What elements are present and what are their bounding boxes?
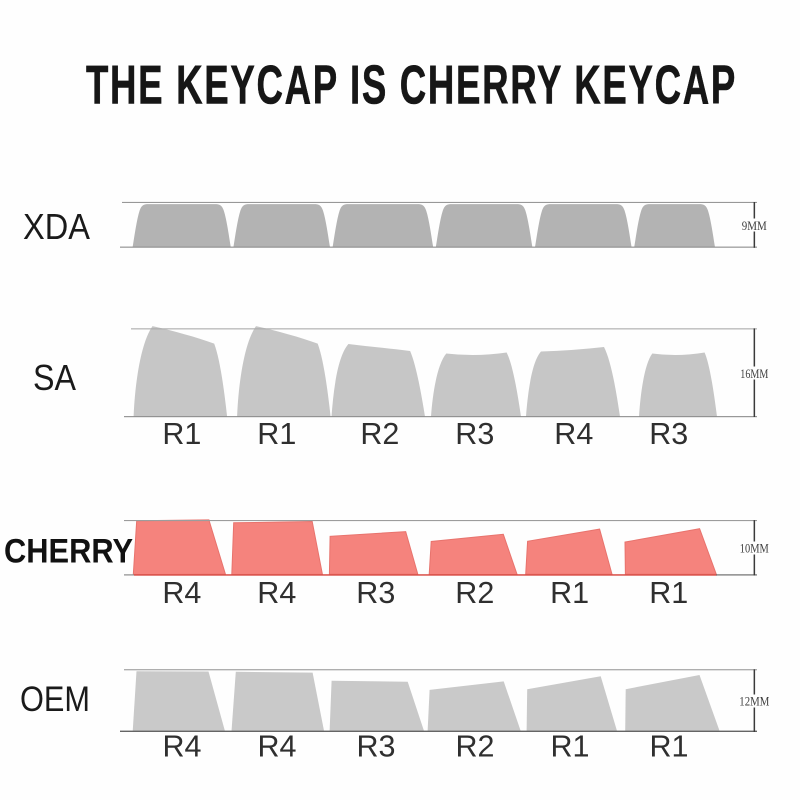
svg-text:XDA: XDA [23,206,90,247]
svg-text:R1: R1 [649,576,688,610]
svg-text:R3: R3 [356,576,395,610]
svg-text:R2: R2 [455,576,494,610]
svg-text:R1: R1 [550,576,589,610]
svg-text:R1: R1 [257,417,296,451]
svg-text:R4: R4 [258,730,297,764]
svg-text:R2: R2 [456,730,495,764]
svg-text:OEM: OEM [20,680,90,719]
svg-text:R2: R2 [360,417,399,451]
svg-text:10MM: 10MM [740,541,769,555]
svg-text:R3: R3 [357,730,396,764]
svg-text:16MM: 16MM [740,367,768,381]
svg-text:12MM: 12MM [739,695,769,709]
svg-text:R1: R1 [162,417,201,451]
svg-text:R3: R3 [649,417,688,451]
svg-text:THE KEYCAP IS CHERRY KEYCAP: THE KEYCAP IS CHERRY KEYCAP [86,54,737,116]
svg-text:SA: SA [33,357,76,398]
svg-text:R4: R4 [554,417,593,451]
svg-text:R3: R3 [455,417,494,451]
svg-text:R4: R4 [163,730,202,764]
svg-text:R1: R1 [551,730,590,764]
svg-text:R4: R4 [257,576,296,610]
svg-text:R1: R1 [650,730,689,764]
svg-text:R4: R4 [162,576,201,610]
svg-text:9MM: 9MM [742,219,767,233]
svg-text:CHERRY: CHERRY [4,533,133,571]
